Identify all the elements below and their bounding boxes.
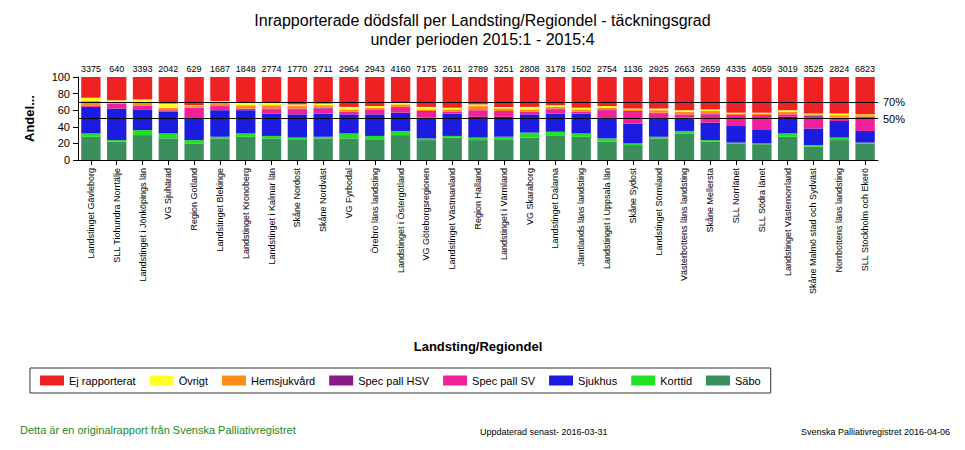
svg-text:3178: 3178 <box>545 64 565 74</box>
svg-text:VG Göteborgsregionen: VG Göteborgsregionen <box>421 168 431 261</box>
svg-text:Landstinget Västernorrland: Landstinget Västernorrland <box>783 168 793 276</box>
svg-text:6823: 6823 <box>855 64 875 74</box>
svg-text:Skåne Mellersta: Skåne Mellersta <box>705 168 715 233</box>
svg-text:2964: 2964 <box>339 64 359 74</box>
svg-text:Landsting/Regiondel: Landsting/Regiondel <box>414 339 543 354</box>
svg-text:Landstinget Gävleborg: Landstinget Gävleborg <box>86 168 96 259</box>
svg-text:2774: 2774 <box>262 64 282 74</box>
svg-text:Uppdaterad senast- 2016-03-31: Uppdaterad senast- 2016-03-31 <box>480 427 608 437</box>
svg-text:0: 0 <box>64 154 70 166</box>
svg-text:2824: 2824 <box>829 64 849 74</box>
svg-text:1502: 1502 <box>571 64 591 74</box>
svg-text:20: 20 <box>58 137 70 149</box>
svg-text:7175: 7175 <box>416 64 436 74</box>
svg-text:Andel...: Andel... <box>22 95 37 142</box>
svg-text:2659: 2659 <box>700 64 720 74</box>
svg-text:Landstinget Blekinge: Landstinget Blekinge <box>215 168 225 252</box>
svg-text:Spec pall HSV: Spec pall HSV <box>358 375 430 387</box>
svg-text:1136: 1136 <box>623 64 642 74</box>
svg-text:under perioden 2015:1 - 2015:4: under perioden 2015:1 - 2015:4 <box>370 31 594 48</box>
svg-text:640: 640 <box>109 64 124 74</box>
svg-text:VG Fyrbodal: VG Fyrbodal <box>344 168 354 219</box>
svg-text:SLL Norrlänet: SLL Norrlänet <box>731 168 741 224</box>
svg-text:2943: 2943 <box>365 64 385 74</box>
svg-text:Hemsjukvård: Hemsjukvård <box>251 375 315 387</box>
svg-text:Region Gotland: Region Gotland <box>189 168 199 231</box>
svg-text:2754: 2754 <box>597 64 617 74</box>
svg-text:VG Sjuhärad: VG Sjuhärad <box>163 168 173 220</box>
svg-text:Sjukhus: Sjukhus <box>578 375 618 387</box>
svg-text:SLL Tiohundra Norrtälje: SLL Tiohundra Norrtälje <box>112 168 122 263</box>
svg-text:80: 80 <box>58 88 70 100</box>
svg-text:2808: 2808 <box>520 64 540 74</box>
svg-text:3525: 3525 <box>803 64 823 74</box>
svg-text:1687: 1687 <box>210 64 230 74</box>
svg-text:Skåne Sydost: Skåne Sydost <box>628 168 638 224</box>
svg-text:2711: 2711 <box>313 64 332 74</box>
svg-text:2925: 2925 <box>649 64 669 74</box>
svg-text:Landstinget Kronoberg: Landstinget Kronoberg <box>241 168 251 259</box>
svg-text:2789: 2789 <box>468 64 488 74</box>
svg-text:Inrapporterade dödsfall per La: Inrapporterade dödsfall per Landsting/Re… <box>254 12 710 29</box>
svg-text:70%: 70% <box>883 96 905 108</box>
svg-text:Svenska Palliativregistret 201: Svenska Palliativregistret 2016-04-06 <box>801 427 950 437</box>
svg-text:Skåne Nordost: Skåne Nordost <box>292 168 302 228</box>
svg-text:4059: 4059 <box>752 64 772 74</box>
svg-text:60: 60 <box>58 104 70 116</box>
svg-text:Ej rapporterat: Ej rapporterat <box>69 375 136 387</box>
svg-text:Detta är en originalrapport fr: Detta är en originalrapport från Svenska… <box>20 424 296 436</box>
svg-text:1848: 1848 <box>236 64 256 74</box>
svg-text:Landstinget Västmanland: Landstinget Västmanland <box>447 168 457 270</box>
svg-text:50%: 50% <box>883 113 905 125</box>
svg-text:629: 629 <box>187 64 202 74</box>
svg-text:3019: 3019 <box>778 64 798 74</box>
svg-text:Säbo: Säbo <box>735 375 761 387</box>
svg-text:VG Skaraborg: VG Skaraborg <box>525 168 535 225</box>
svg-text:3251: 3251 <box>494 64 514 74</box>
svg-text:2663: 2663 <box>674 64 694 74</box>
svg-text:Korttid: Korttid <box>660 375 692 387</box>
svg-text:Norrbottens läns landsting: Norrbottens läns landsting <box>834 168 844 273</box>
svg-text:4335: 4335 <box>726 64 746 74</box>
svg-text:Landstinget Dalarna: Landstinget Dalarna <box>550 168 560 249</box>
svg-text:Spec pall SV: Spec pall SV <box>472 375 536 387</box>
svg-text:SLL Stockholm och Ekerö: SLL Stockholm och Ekerö <box>860 168 870 271</box>
svg-text:1770: 1770 <box>287 64 307 74</box>
svg-text:Landstinget i Kalmar län: Landstinget i Kalmar län <box>267 168 277 265</box>
svg-text:Övrigt: Övrigt <box>179 375 208 387</box>
svg-text:Landstinget i Östergötland: Landstinget i Östergötland <box>396 168 406 273</box>
svg-text:Örebro läns landsting: Örebro läns landsting <box>370 168 380 254</box>
svg-text:2611: 2611 <box>443 64 462 74</box>
svg-text:Landstinget i Uppsala län: Landstinget i Uppsala län <box>602 168 612 269</box>
svg-text:SLL Södra länet: SLL Södra länet <box>757 168 767 233</box>
svg-text:3393: 3393 <box>133 64 153 74</box>
svg-text:Skåne Nordväst: Skåne Nordväst <box>318 168 328 233</box>
svg-text:Västerbottens läns landsting: Västerbottens läns landsting <box>679 168 689 281</box>
svg-text:Landstinget i Jönköpings län: Landstinget i Jönköpings län <box>138 168 148 282</box>
svg-text:3375: 3375 <box>81 64 101 74</box>
svg-text:Region Halland: Region Halland <box>473 168 483 230</box>
svg-text:100: 100 <box>52 71 70 83</box>
svg-text:2042: 2042 <box>158 64 178 74</box>
svg-text:Landstinget i Värmland: Landstinget i Värmland <box>499 168 509 260</box>
svg-text:Skåne Malmö stad och Sydväst: Skåne Malmö stad och Sydväst <box>808 168 818 295</box>
svg-text:Landstinget Sörmland: Landstinget Sörmland <box>654 168 664 256</box>
svg-text:Jämtlands läns landsting: Jämtlands läns landsting <box>576 168 586 267</box>
svg-text:4160: 4160 <box>391 64 411 74</box>
svg-text:40: 40 <box>58 121 70 133</box>
